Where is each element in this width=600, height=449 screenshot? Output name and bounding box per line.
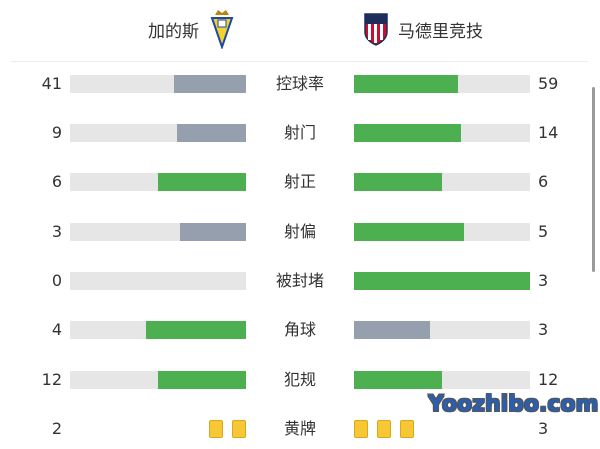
away-team-name: 马德里竞技 bbox=[398, 21, 483, 42]
away-bar-fill bbox=[354, 75, 458, 93]
stat-row: 12 犯规 12 bbox=[0, 370, 600, 390]
yellow-card-icon bbox=[209, 420, 223, 438]
away-bar bbox=[354, 371, 530, 389]
stat-row: 41 控球率 59 bbox=[0, 74, 600, 94]
home-bar bbox=[70, 173, 246, 191]
away-value: 5 bbox=[538, 222, 549, 241]
stat-label: 控球率 bbox=[275, 74, 324, 93]
home-value: 9 bbox=[51, 123, 62, 142]
watermark: Yoozhibo.com bbox=[428, 392, 599, 417]
stat-row-yellow-cards: 2 黄牌 3 bbox=[0, 419, 600, 439]
home-bar-fill bbox=[177, 124, 246, 142]
stat-row: 3 射偏 5 bbox=[0, 222, 600, 242]
home-value: 3 bbox=[51, 222, 62, 241]
home-bar bbox=[70, 75, 246, 93]
away-value: 3 bbox=[538, 271, 549, 290]
cadiz-crest-icon bbox=[210, 10, 234, 49]
home-bar-fill bbox=[158, 173, 246, 191]
stat-label: 射门 bbox=[283, 123, 316, 142]
yellow-card-icon bbox=[400, 420, 414, 438]
away-bar bbox=[354, 272, 530, 290]
header-divider bbox=[11, 61, 588, 62]
away-bar-fill bbox=[354, 321, 430, 339]
stat-row: 0 被封堵 3 bbox=[0, 271, 600, 291]
home-bar-fill bbox=[145, 321, 246, 339]
away-value: 3 bbox=[538, 419, 549, 438]
away-bar bbox=[354, 124, 530, 142]
atletico-madrid-crest-icon bbox=[364, 13, 388, 46]
home-value: 4 bbox=[51, 320, 62, 339]
home-value: 2 bbox=[51, 419, 62, 438]
stat-label: 犯规 bbox=[283, 370, 316, 389]
away-team-header: 马德里竞技 bbox=[364, 13, 483, 46]
home-team-name: 加的斯 bbox=[148, 21, 199, 42]
home-team-header: 加的斯 bbox=[148, 10, 235, 49]
away-bar bbox=[354, 223, 530, 241]
stat-row: 9 射门 14 bbox=[0, 123, 600, 143]
home-bar-fill bbox=[180, 223, 246, 241]
away-bar-fill bbox=[354, 124, 462, 142]
away-bar bbox=[354, 321, 530, 339]
home-value: 0 bbox=[51, 271, 62, 290]
home-value: 6 bbox=[51, 172, 62, 191]
home-bar-fill bbox=[173, 75, 246, 93]
yellow-card-icon bbox=[232, 420, 246, 438]
home-bar-fill bbox=[158, 371, 246, 389]
scrollbar[interactable] bbox=[592, 87, 595, 272]
away-bar bbox=[354, 75, 530, 93]
stat-label: 黄牌 bbox=[283, 419, 316, 438]
home-bar bbox=[70, 124, 246, 142]
stat-row: 6 射正 6 bbox=[0, 172, 600, 192]
away-value: 3 bbox=[538, 320, 549, 339]
stat-label: 射正 bbox=[283, 172, 316, 191]
away-value: 14 bbox=[538, 123, 559, 142]
home-bar bbox=[70, 371, 246, 389]
home-bar bbox=[70, 223, 246, 241]
yellow-card-icon bbox=[354, 420, 368, 438]
away-bar-fill bbox=[354, 223, 464, 241]
away-bar-fill bbox=[354, 173, 442, 191]
away-bar bbox=[354, 173, 530, 191]
home-value: 12 bbox=[41, 370, 62, 389]
stat-row: 4 角球 3 bbox=[0, 320, 600, 340]
away-bar-fill bbox=[354, 272, 530, 290]
away-value: 59 bbox=[538, 74, 559, 93]
away-value: 6 bbox=[538, 172, 549, 191]
away-bar-fill bbox=[354, 371, 442, 389]
stat-label: 射偏 bbox=[283, 222, 316, 241]
yellow-card-icon bbox=[377, 420, 391, 438]
home-bar bbox=[70, 272, 246, 290]
home-bar bbox=[70, 321, 246, 339]
stat-label: 角球 bbox=[283, 320, 316, 339]
away-value: 12 bbox=[538, 370, 559, 389]
home-value: 41 bbox=[41, 74, 62, 93]
stat-label: 被封堵 bbox=[275, 271, 324, 290]
